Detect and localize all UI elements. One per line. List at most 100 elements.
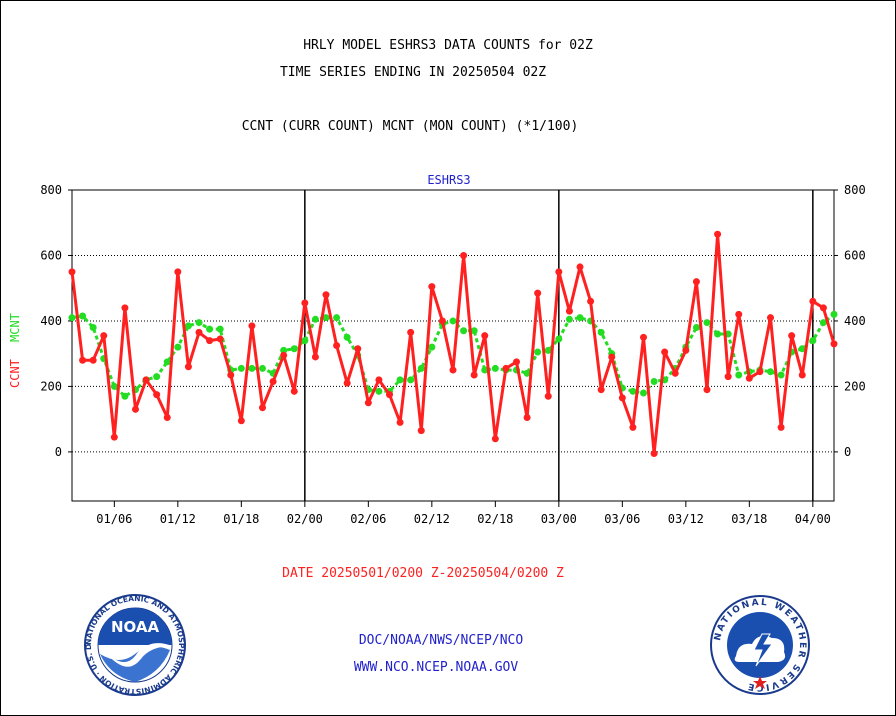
ccnt-point bbox=[153, 391, 161, 399]
mcnt-point bbox=[565, 315, 573, 323]
ccnt-point bbox=[745, 374, 753, 382]
ccnt-point bbox=[290, 387, 298, 395]
mcnt-point bbox=[470, 327, 478, 335]
x-tick-label: 02/12 bbox=[414, 512, 450, 526]
website-link[interactable]: WWW.NCO.NCEP.NOAA.GOV bbox=[353, 660, 519, 675]
x-tick-label: 03/12 bbox=[668, 512, 704, 526]
mcnt-point bbox=[703, 319, 711, 327]
mcnt-point bbox=[163, 358, 171, 366]
mcnt-point bbox=[629, 387, 637, 395]
mcnt-point bbox=[195, 319, 203, 327]
mcnt-point bbox=[597, 328, 605, 336]
ccnt-point bbox=[322, 291, 330, 299]
ccnt-point bbox=[79, 356, 87, 364]
ccnt-point bbox=[513, 358, 520, 366]
mcnt-point bbox=[692, 323, 700, 331]
ccnt-point bbox=[650, 450, 658, 458]
ccnt-point bbox=[68, 268, 76, 276]
ccnt-point bbox=[565, 307, 573, 315]
ccnt-point bbox=[724, 373, 732, 381]
ccnt-point bbox=[248, 322, 256, 330]
y-tick-label-left: 600 bbox=[40, 248, 62, 262]
nws-lightning-icon bbox=[753, 633, 773, 667]
ccnt-point bbox=[280, 351, 288, 359]
ccnt-point bbox=[195, 328, 203, 336]
mcnt-point bbox=[121, 392, 129, 400]
mcnt-point bbox=[735, 371, 743, 379]
ccnt-point bbox=[227, 371, 235, 379]
y-label-mcnt: MCNT bbox=[8, 313, 22, 342]
mcnt-point bbox=[534, 348, 542, 356]
chart-heading-line-3: CCNT (CURR COUNT) MCNT (MON COUNT) (*1/1… bbox=[241, 119, 579, 134]
mcnt-point bbox=[311, 315, 319, 323]
ccnt-point bbox=[555, 268, 563, 276]
ccnt-point bbox=[587, 297, 595, 305]
ccnt-point bbox=[714, 230, 722, 238]
mcnt-point bbox=[248, 364, 256, 372]
ccnt-point bbox=[756, 368, 764, 376]
ccnt-point bbox=[470, 371, 478, 379]
ccnt-point bbox=[216, 335, 224, 343]
ccnt-point bbox=[237, 417, 245, 425]
x-tick-label: 03/00 bbox=[541, 512, 577, 526]
ccnt-point bbox=[438, 317, 446, 325]
ccnt-point bbox=[407, 328, 415, 336]
x-tick-label: 02/18 bbox=[477, 512, 513, 526]
ccnt-point bbox=[89, 356, 97, 364]
noaa-logo: NATIONAL OCEANIC AND ATMOSPHERIC ADMINIS… bbox=[80, 594, 186, 696]
y-tick-label-left: 400 bbox=[40, 314, 62, 328]
nws-star-icon bbox=[753, 676, 767, 689]
ccnt-point bbox=[364, 399, 372, 407]
mcnt-point bbox=[333, 314, 341, 322]
mcnt-point bbox=[819, 319, 827, 327]
ccnt-point bbox=[206, 337, 214, 345]
chart-heading-line-2: TIME SERIES ENDING IN 20250504 02Z bbox=[279, 65, 547, 80]
y-tick-label-left: 200 bbox=[40, 379, 62, 393]
mcnt-point bbox=[301, 337, 309, 345]
org-path-link[interactable]: DOC/NOAA/NWS/NCEP/NCO bbox=[358, 633, 524, 648]
mcnt-point bbox=[491, 364, 499, 372]
mcnt-point bbox=[153, 373, 161, 381]
ccnt-point bbox=[311, 353, 319, 361]
mcnt-point bbox=[777, 371, 785, 379]
mcnt-point bbox=[68, 314, 76, 322]
ccnt-point bbox=[502, 364, 510, 372]
x-tick-label: 01/06 bbox=[96, 512, 132, 526]
ccnt-point bbox=[449, 366, 457, 374]
mcnt-point bbox=[523, 369, 531, 377]
mcnt-point bbox=[555, 335, 563, 343]
y-tick-label-left: 800 bbox=[40, 183, 62, 197]
ccnt-point bbox=[798, 371, 806, 379]
ccnt-point bbox=[460, 251, 468, 259]
ccnt-point bbox=[777, 423, 785, 431]
noaa-gull-icon bbox=[102, 643, 172, 667]
mcnt-point bbox=[798, 345, 806, 353]
mcnt-point bbox=[237, 364, 245, 372]
mcnt-point bbox=[89, 323, 97, 331]
x-tick-label: 02/06 bbox=[350, 512, 386, 526]
ccnt-point bbox=[428, 283, 436, 291]
series-ccnt bbox=[68, 230, 838, 458]
y-axis-left: 0 200 400 600 800 bbox=[40, 183, 72, 459]
x-axis: 01/06 01/12 01/18 02/00 02/06 02/12 02/18 03/00… bbox=[96, 501, 831, 526]
y-tick-label-right: 400 bbox=[844, 314, 866, 328]
mcnt-point bbox=[576, 314, 584, 322]
noaa-sky bbox=[98, 608, 172, 645]
mcnt-point bbox=[830, 310, 838, 318]
ccnt-point bbox=[184, 363, 192, 371]
chart-heading-line-1: HRLY MODEL ESHRS3 DATA COUNTS for 02Z bbox=[303, 38, 593, 53]
ccnt-point bbox=[269, 378, 277, 386]
date-range-label: DATE 20250501/0200 Z-20250504/0200 Z bbox=[282, 566, 564, 581]
ccnt-point bbox=[491, 435, 499, 443]
ccnt-point bbox=[396, 418, 404, 426]
mcnt-point bbox=[428, 343, 436, 351]
x-tick-label: 01/12 bbox=[160, 512, 196, 526]
mcnt-point bbox=[280, 346, 288, 354]
mcnt-point bbox=[206, 325, 214, 333]
ccnt-point bbox=[830, 340, 838, 348]
noaa-badge-text: NOAA bbox=[111, 618, 160, 636]
y-axis-label: CCNT MCNT bbox=[8, 313, 22, 388]
ccnt-point bbox=[481, 332, 489, 340]
ccnt-point bbox=[544, 392, 552, 400]
